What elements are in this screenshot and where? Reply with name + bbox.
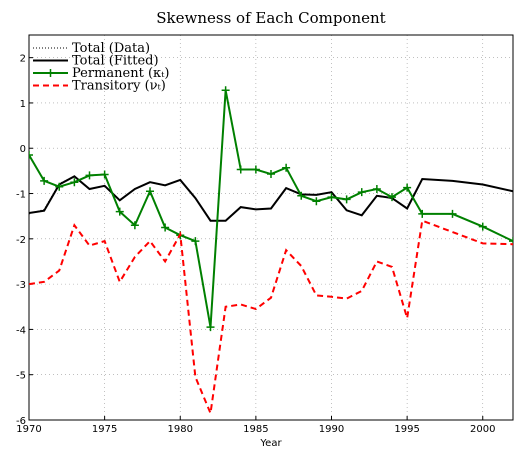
plot-area <box>29 86 513 417</box>
y-tick-label: -6 <box>16 416 26 427</box>
series-line <box>29 219 513 417</box>
y-tick-label: -4 <box>16 325 26 336</box>
point-marker <box>448 209 457 218</box>
point-marker <box>130 221 139 230</box>
point-marker <box>403 183 412 192</box>
point-marker <box>29 151 33 160</box>
x-tick-label: 1995 <box>394 424 419 435</box>
point-marker <box>85 171 94 180</box>
x-tick-label: 1970 <box>16 424 41 435</box>
y-tick-label: -1 <box>16 190 26 201</box>
y-tick-label: 1 <box>20 99 26 110</box>
x-tick-label: 1985 <box>243 424 268 435</box>
point-marker <box>191 237 200 246</box>
y-tick-label: -5 <box>16 371 26 382</box>
point-marker <box>478 222 487 231</box>
x-tick-label: 2000 <box>470 424 495 435</box>
point-marker <box>236 165 245 174</box>
y-tick-label: -3 <box>16 280 26 291</box>
point-marker <box>221 86 230 95</box>
point-marker <box>70 178 79 187</box>
point-marker <box>282 163 291 172</box>
point-marker <box>267 170 275 179</box>
plot-frame <box>28 34 514 421</box>
point-marker <box>509 237 513 246</box>
x-tick-label: 1990 <box>319 424 344 435</box>
point-marker <box>297 191 306 200</box>
point-marker <box>161 223 170 232</box>
series-line <box>29 175 513 222</box>
point-marker <box>146 187 154 196</box>
legend-label: Transitory (νₜ) <box>72 79 166 94</box>
point-marker <box>357 188 366 197</box>
legend-label: Permanent (κₜ) <box>72 66 169 81</box>
x-tick-label: 1975 <box>92 424 117 435</box>
legend-label: Total (Fitted) <box>72 54 159 69</box>
point-marker <box>115 207 124 216</box>
point-marker <box>55 182 64 191</box>
y-tick-label: -2 <box>16 235 26 246</box>
legend-label: Total (Data) <box>72 41 150 56</box>
point-marker <box>327 193 336 202</box>
x-tick-label: 1980 <box>168 424 193 435</box>
y-tick-label: 0 <box>20 144 26 155</box>
point-marker <box>388 193 396 202</box>
point-marker <box>100 170 109 179</box>
point-marker <box>342 195 351 204</box>
y-tick-label: 2 <box>20 54 26 65</box>
legend-marker <box>46 69 55 77</box>
point-marker <box>251 165 260 174</box>
point-marker <box>40 176 49 185</box>
point-marker <box>312 197 321 206</box>
point-marker <box>206 323 215 332</box>
point-marker <box>372 185 381 193</box>
point-marker <box>418 209 427 218</box>
chart-title: Skewness of Each Component <box>156 9 385 27</box>
x-axis-label: Year <box>259 438 282 449</box>
